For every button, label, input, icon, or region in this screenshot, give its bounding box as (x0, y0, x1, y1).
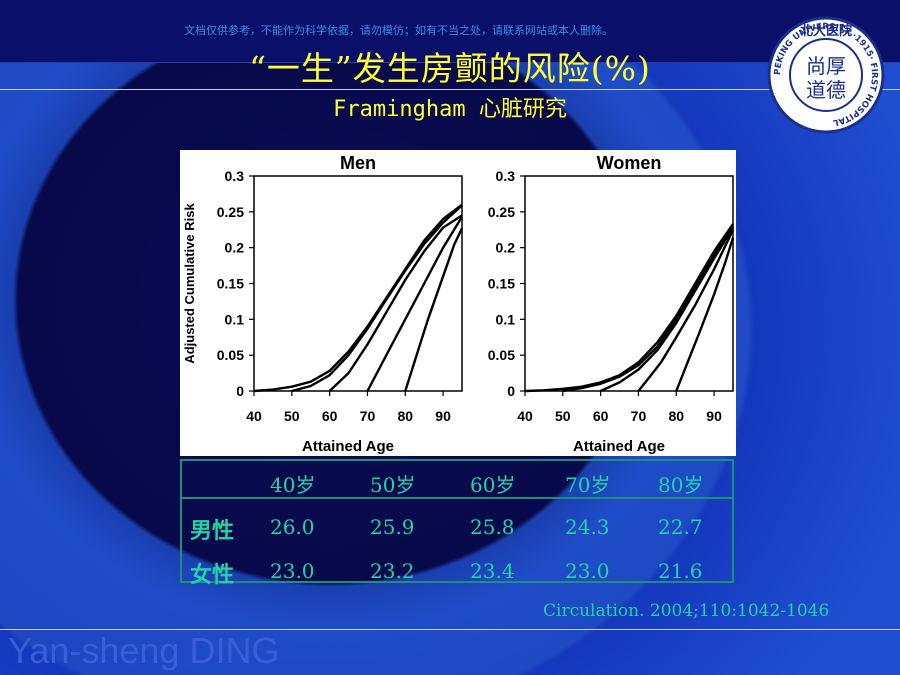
header-divider (0, 89, 900, 90)
table-header-40: 40岁 (270, 473, 316, 497)
seal-top-text: 北大医院 (800, 23, 852, 39)
university-seal-icon: PEKING UNIVERSITY ·1915· FIRST HOSPITAL … (767, 16, 885, 134)
men-x-tick-label: 90 (435, 408, 451, 424)
row-label-male: 男性 (190, 519, 235, 544)
table-cell: 25.9 (370, 515, 415, 539)
women-series-line-3 (637, 229, 735, 392)
men-x-tick-label: 80 (397, 408, 413, 424)
table-header-80: 80岁 (658, 473, 704, 497)
men-chart-title: Men (340, 153, 376, 173)
row-label-female: 女性 (190, 563, 235, 588)
table-cell: 23.4 (470, 559, 515, 583)
table-header-70: 70岁 (565, 473, 611, 497)
table-header-60: 60岁 (470, 473, 516, 497)
table-divider (182, 497, 732, 499)
table-cell: 22.7 (658, 515, 703, 539)
citation: Circulation. 2004;110:1042-1046 (543, 601, 830, 621)
footer-divider (0, 629, 900, 630)
women-y-tick-label: 0.15 (488, 276, 515, 292)
table-cell: 23.0 (270, 559, 315, 583)
women-y-tick-label: 0.1 (496, 311, 516, 327)
table-cell: 25.8 (470, 515, 515, 539)
risk-table: 40岁 50岁 60岁 70岁 80岁 男性 26.0 25.9 25.8 24… (180, 459, 734, 588)
seal-bottom-text: 道德 (806, 78, 846, 102)
men-y-tick-label: 0 (236, 383, 244, 399)
table-cell: 26.0 (270, 515, 315, 539)
slide-title: “一生”发生房颤的风险(%) (249, 49, 651, 88)
men-series-line-1 (291, 204, 463, 393)
women-y-tick-label: 0.25 (488, 204, 515, 220)
slide-subtitle: Framingham 心脏研究 (333, 97, 567, 122)
men-series-line-0 (253, 203, 463, 393)
women-series-line-1 (562, 225, 735, 393)
table-cell: 21.6 (658, 559, 703, 583)
header-bar (0, 0, 900, 63)
women-plot-frame (524, 175, 734, 392)
women-x-tick-label: 50 (555, 408, 571, 424)
men-y-tick-label: 0.3 (225, 168, 245, 184)
table-cell: 23.2 (370, 559, 415, 583)
men-y-tick-label: 0.1 (225, 311, 245, 327)
women-y-tick-label: 0 (507, 383, 515, 399)
women-x-tick-label: 40 (517, 408, 533, 424)
men-x-tick-label: 60 (322, 408, 338, 424)
men-y-axis-label: Adjusted Cumulative Risk (182, 203, 197, 364)
table-cell: 24.3 (565, 515, 610, 539)
women-x-axis-label: Attained Age (573, 438, 665, 455)
women-x-tick-label: 80 (668, 408, 684, 424)
table-header-50: 50岁 (370, 473, 416, 497)
risk-curves-figure: Men 0 0.05 0.1 0.15 0.2 0.25 0.3 40 50 60 70 80 90 Att… (180, 150, 736, 456)
men-x-tick-label: 70 (360, 408, 376, 424)
men-y-tick-label: 0.25 (217, 204, 244, 220)
women-y-tick-label: 0.3 (496, 168, 516, 184)
seal-middle-text: 尚厚 (806, 54, 846, 78)
men-y-tick-label: 0.2 (225, 240, 245, 256)
men-x-axis-label: Attained Age (302, 438, 394, 455)
women-series-line-0 (524, 223, 734, 393)
men-y-tick-label: 0.05 (217, 347, 244, 363)
women-series-line-2 (600, 226, 735, 393)
women-y-tick-label: 0.2 (496, 240, 516, 256)
women-x-tick-label: 60 (593, 408, 609, 424)
women-chart-title: Women (597, 153, 662, 173)
watermark-text: 文档仅供参考，不能作为科学依据，请勿模仿；如有不当之处，请联系网站或本人删除。 (184, 24, 613, 37)
men-x-tick-label: 40 (246, 408, 262, 424)
men-series-line-3 (366, 216, 464, 392)
author-name: Yan-sheng DING (8, 630, 280, 671)
table-cell: 23.0 (565, 559, 610, 583)
men-series-line-2 (328, 214, 463, 392)
men-series-line-4 (404, 227, 464, 392)
women-x-tick-label: 70 (631, 408, 647, 424)
men-y-tick-label: 0.15 (217, 276, 244, 292)
women-series-line-4 (675, 237, 735, 392)
men-x-tick-label: 50 (284, 408, 300, 424)
women-x-tick-label: 90 (706, 408, 722, 424)
women-y-tick-label: 0.05 (488, 347, 515, 363)
